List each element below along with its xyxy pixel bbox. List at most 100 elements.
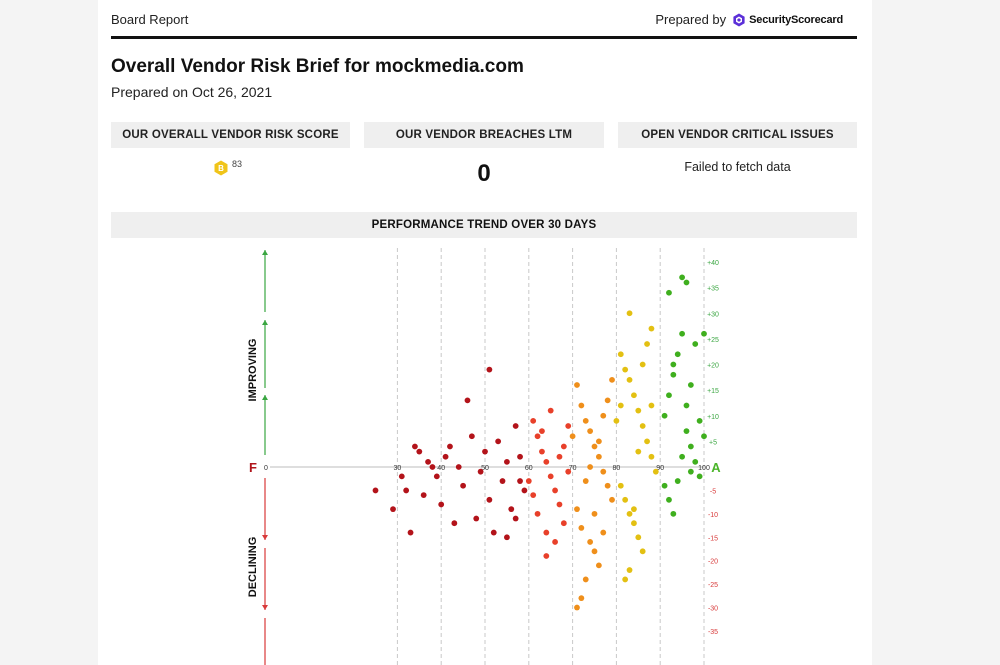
data-point [687, 382, 694, 388]
y-tick-label: -10 [708, 512, 718, 519]
y-tick-label: -25 [708, 582, 718, 589]
data-point [635, 534, 642, 541]
data-point [508, 506, 515, 513]
grade-f-label: F [249, 460, 257, 475]
declining-label: DECLINING [247, 537, 259, 598]
data-point [525, 478, 532, 484]
data-point [556, 453, 563, 460]
improving-arrowhead [262, 250, 268, 255]
data-point [578, 524, 585, 531]
data-point [591, 443, 598, 450]
data-point [552, 539, 558, 545]
y-tick-label: +30 [707, 311, 719, 318]
data-point [534, 510, 541, 517]
data-point [652, 468, 659, 475]
data-point [635, 448, 642, 455]
data-point [666, 289, 672, 296]
data-point [587, 428, 594, 435]
critical-issues-status: Failed to fetch data [684, 160, 791, 174]
data-point [534, 433, 541, 440]
y-tick-label: +35 [707, 286, 719, 293]
y-tick-label: +20 [707, 363, 719, 370]
declining-arrowhead [262, 535, 268, 540]
data-point [595, 438, 602, 445]
data-point [574, 382, 580, 388]
data-point [679, 453, 685, 460]
data-point [609, 376, 615, 383]
data-point [582, 478, 589, 484]
x-tick-label: 0 [264, 465, 268, 472]
data-point [626, 567, 633, 573]
data-point [442, 453, 449, 460]
data-point [504, 534, 510, 541]
data-point [666, 392, 672, 399]
data-point [679, 274, 685, 281]
data-point [499, 478, 506, 484]
data-point [565, 468, 572, 475]
grade-hexagon-icon: B [214, 160, 228, 176]
declining-arrowhead [262, 605, 268, 610]
data-point [670, 371, 677, 378]
report-date: Prepared on Oct 26, 2021 [111, 84, 273, 100]
data-point [683, 402, 690, 409]
data-point [666, 496, 672, 503]
data-point [670, 510, 677, 517]
data-point [530, 417, 537, 424]
data-point [631, 392, 637, 399]
data-point [674, 351, 681, 358]
data-point [407, 529, 414, 536]
board-report-label: Board Report [111, 12, 189, 27]
chart-gridlines [270, 248, 705, 665]
data-point [560, 520, 567, 527]
data-point [372, 487, 379, 494]
improving-arrowhead [262, 320, 268, 325]
overall-grade: B 83 [213, 159, 243, 176]
prepared-by: Prepared by SecurityScorecard [655, 12, 843, 27]
data-point [543, 553, 550, 559]
data-point [433, 473, 440, 480]
data-point [635, 407, 642, 414]
data-point [547, 473, 554, 480]
data-point [486, 366, 493, 373]
data-point [670, 361, 677, 368]
data-point [626, 510, 633, 517]
data-point [644, 438, 650, 445]
data-point [468, 433, 475, 440]
data-point [578, 402, 585, 409]
data-point [451, 520, 458, 527]
y-tick-label: +40 [707, 260, 719, 267]
data-point [512, 515, 519, 522]
data-point [438, 501, 445, 508]
data-point [648, 402, 655, 409]
data-point [687, 468, 694, 475]
y-tick-label: +5 [709, 439, 717, 446]
data-point [644, 341, 650, 347]
data-point [701, 330, 707, 337]
data-point [560, 443, 567, 450]
data-point [477, 468, 484, 475]
data-point [486, 496, 493, 503]
data-point [412, 443, 418, 450]
data-point [539, 448, 545, 455]
data-point [574, 604, 580, 611]
data-point [626, 376, 633, 383]
brand: SecurityScorecard [732, 13, 843, 27]
data-point [648, 325, 655, 332]
x-tick-label: 100 [698, 465, 710, 472]
data-point [565, 423, 572, 429]
data-point [701, 433, 707, 440]
data-point [696, 473, 703, 480]
data-point [617, 402, 624, 409]
data-point [425, 458, 431, 465]
data-point [679, 330, 685, 337]
data-point [473, 515, 480, 522]
chart-points [372, 274, 707, 611]
grade-score: 83 [232, 159, 243, 169]
data-point [390, 506, 396, 513]
performance-trend-heading: PERFORMANCE TREND OVER 30 DAYS [111, 212, 857, 238]
data-point [495, 438, 502, 445]
brand-name: SecurityScorecard [749, 13, 843, 26]
data-point [512, 423, 519, 429]
data-point [420, 492, 427, 499]
overall-risk-score-heading: OUR OVERALL VENDOR RISK SCORE [111, 122, 350, 148]
